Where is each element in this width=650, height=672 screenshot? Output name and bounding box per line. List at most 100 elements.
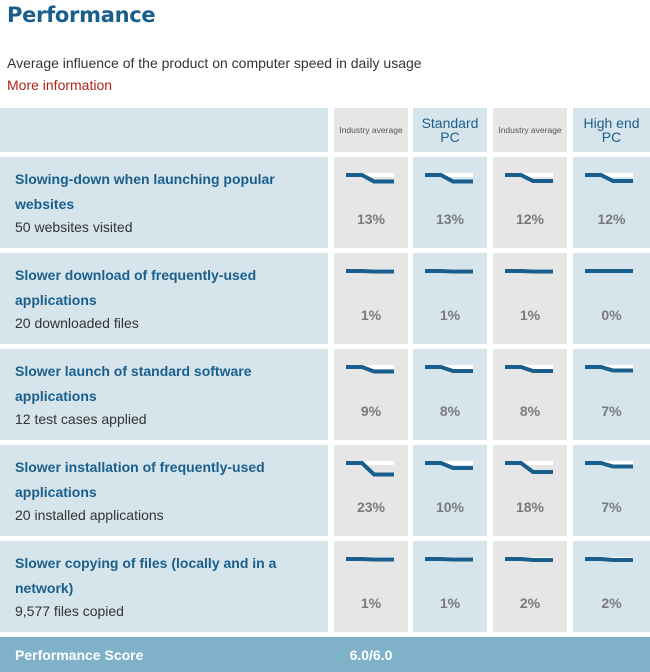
- slowdown-percent: 7%: [601, 403, 622, 419]
- result-cell: 7%: [573, 445, 650, 536]
- slowdown-percent: 1%: [439, 307, 461, 323]
- test-detail: 9,577 files copied: [15, 603, 124, 619]
- result-cell: 1%: [413, 253, 487, 344]
- result-cell: 12%: [573, 157, 650, 248]
- row-label-cell: Slowing-down when launching popular webs…: [0, 157, 328, 248]
- slowdown-line: [505, 557, 553, 562]
- slowdown-sparkline: [505, 557, 553, 562]
- row-label-cell: Slower installation of frequently-used a…: [0, 445, 328, 536]
- test-detail: 50 websites visited: [15, 219, 133, 235]
- result-cell: 13%: [334, 157, 408, 248]
- slowdown-line: [585, 557, 633, 562]
- test-detail: 20 downloaded files: [15, 315, 139, 331]
- result-cell: 8%: [493, 349, 567, 440]
- slowdown-line: [425, 269, 473, 274]
- score-value: 6.0/6.0: [349, 647, 393, 663]
- test-row: Slower copying of files (locally and in …: [0, 541, 650, 632]
- result-cell: 12%: [493, 157, 567, 248]
- slowdown-line: [505, 269, 553, 274]
- slowdown-sparkline: [346, 461, 394, 477]
- header-label-cell: [0, 108, 328, 152]
- result-cell: 7%: [573, 349, 650, 440]
- slowdown-percent: 18%: [515, 499, 545, 515]
- test-title: Slowing-down when launching popular webs…: [15, 171, 275, 212]
- test-row: Slower launch of standard software appli…: [0, 349, 650, 440]
- test-title: Slower launch of standard software appli…: [15, 363, 252, 404]
- test-title: Slower copying of files (locally and in …: [15, 555, 277, 596]
- slowdown-sparkline: [585, 173, 633, 183]
- row-label-cell: Slower launch of standard software appli…: [0, 349, 328, 440]
- slowdown-line: [425, 461, 473, 470]
- slowdown-percent: 10%: [435, 499, 465, 515]
- result-cell: 10%: [413, 445, 487, 536]
- test-detail: 12 test cases applied: [15, 411, 147, 427]
- header-standard-pc: Standard PC: [413, 108, 487, 152]
- result-cell: 18%: [493, 445, 567, 536]
- slowdown-line: [585, 365, 633, 373]
- column-header-row: Industry average Standard PC Industry av…: [0, 108, 650, 152]
- slowdown-sparkline: [346, 557, 394, 562]
- slowdown-line: [505, 365, 553, 373]
- result-cell: 2%: [493, 541, 567, 632]
- slowdown-percent: 2%: [519, 595, 541, 611]
- slowdown-sparkline: [585, 461, 633, 469]
- slowdown-percent: 0%: [601, 307, 622, 323]
- row-label-cell: Slower download of frequently-used appli…: [0, 253, 328, 344]
- slowdown-sparkline: [425, 557, 473, 562]
- result-cell: 1%: [413, 541, 487, 632]
- test-title: Slower download of frequently-used appli…: [15, 267, 257, 308]
- slowdown-sparkline: [346, 269, 394, 274]
- test-row: Slower installation of frequently-used a…: [0, 445, 650, 536]
- more-information-link[interactable]: More information: [7, 77, 113, 93]
- slowdown-sparkline: [346, 365, 394, 374]
- slowdown-sparkline: [585, 557, 633, 562]
- result-cell: 1%: [334, 541, 408, 632]
- test-row: Slower download of frequently-used appli…: [0, 253, 650, 344]
- result-cell: 1%: [493, 253, 567, 344]
- slowdown-line: [505, 173, 553, 183]
- slowdown-sparkline: [585, 269, 633, 273]
- test-detail: 20 installed applications: [15, 507, 164, 523]
- slowdown-percent: 1%: [519, 307, 541, 323]
- performance-score-bar: Performance Score 6.0/6.0: [0, 637, 650, 672]
- slowdown-line: [425, 365, 473, 373]
- slowdown-percent: 23%: [356, 499, 386, 515]
- slowdown-line: [585, 173, 633, 183]
- result-cell: 0%: [573, 253, 650, 344]
- slowdown-percent: 13%: [435, 211, 465, 227]
- result-cell: 23%: [334, 445, 408, 536]
- slowdown-line: [425, 173, 473, 184]
- header-industry-average: Industry average: [493, 108, 567, 152]
- slowdown-percent: 12%: [597, 211, 626, 227]
- slowdown-line: [346, 461, 394, 477]
- header-high-end-pc: High end PC: [573, 108, 650, 152]
- result-cell: 8%: [413, 349, 487, 440]
- header-industry-average: Industry average: [334, 108, 408, 152]
- test-title: Slower installation of frequently-used a…: [15, 459, 265, 500]
- slowdown-sparkline: [585, 365, 633, 373]
- slowdown-sparkline: [425, 461, 473, 470]
- result-cell: 13%: [413, 157, 487, 248]
- slowdown-percent: 8%: [519, 403, 541, 419]
- slowdown-line: [425, 557, 473, 562]
- test-row: Slowing-down when launching popular webs…: [0, 157, 650, 248]
- slowdown-percent: 1%: [360, 595, 382, 611]
- row-label-cell: Slower copying of files (locally and in …: [0, 541, 328, 632]
- slowdown-percent: 1%: [439, 595, 461, 611]
- page-subtitle: Average influence of the product on comp…: [7, 55, 422, 71]
- page-title: Performance: [7, 3, 156, 27]
- slowdown-line: [346, 173, 394, 184]
- slowdown-sparkline: [505, 173, 553, 183]
- result-cell: 9%: [334, 349, 408, 440]
- slowdown-percent: 9%: [360, 403, 382, 419]
- slowdown-sparkline: [346, 173, 394, 184]
- slowdown-sparkline: [425, 269, 473, 274]
- slowdown-percent: 13%: [356, 211, 386, 227]
- slowdown-line: [585, 461, 633, 469]
- slowdown-sparkline: [505, 461, 553, 474]
- slowdown-line: [505, 461, 553, 474]
- slowdown-percent: 8%: [439, 403, 461, 419]
- slowdown-percent: 2%: [601, 595, 622, 611]
- slowdown-sparkline: [425, 365, 473, 373]
- slowdown-percent: 12%: [515, 211, 545, 227]
